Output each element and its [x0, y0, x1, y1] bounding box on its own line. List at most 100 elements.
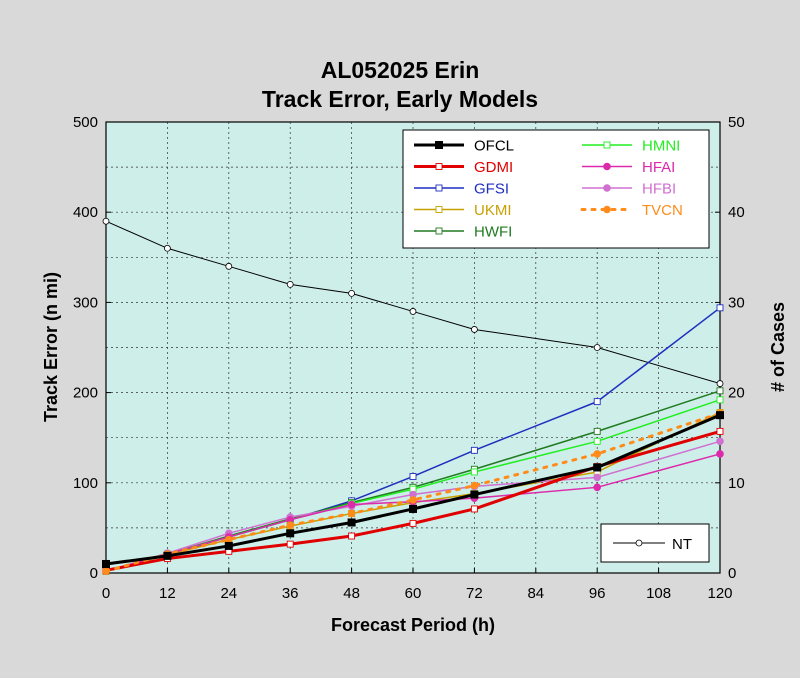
- series-gfsi-point: [409, 473, 417, 480]
- series-gfsi-point: [716, 304, 724, 312]
- x-axis-label: Forecast Period (h): [331, 615, 495, 635]
- series-gdmi-point: [409, 519, 417, 527]
- series-ofcl-point: [224, 541, 233, 550]
- x-tick-label: 84: [527, 585, 544, 602]
- x-tick-label: 36: [282, 585, 299, 602]
- series-tvcn-point: [347, 509, 356, 518]
- y2-tick-label: 0: [728, 565, 736, 582]
- y-tick-label: 500: [73, 114, 98, 131]
- series-tvcn-point: [409, 496, 417, 504]
- legend-tvcn-label: TVCN: [642, 202, 683, 219]
- series-tvcn-point: [225, 535, 233, 544]
- y-tick-label: 200: [73, 385, 98, 402]
- x-tick-label: 72: [466, 585, 483, 602]
- cases-legend-marker: [635, 539, 643, 547]
- series-hfai-point: [716, 450, 724, 458]
- legend-ofcl-marker: [435, 141, 443, 149]
- legend-gdmi-marker: [435, 163, 443, 170]
- legend-hfai-label: HFAI: [642, 159, 675, 176]
- cases-legend: NT: [600, 523, 710, 563]
- series-nt-point: [286, 280, 294, 288]
- series-ofcl-point: [102, 559, 110, 568]
- series-nt-point: [716, 380, 724, 387]
- series-ofcl: [102, 411, 724, 568]
- legend-gdmi-label: GDMI: [474, 159, 513, 176]
- y2-axis-label: # of Cases: [768, 302, 788, 392]
- legend-hwfi-label: HWFI: [474, 224, 512, 241]
- y-tick-label: 100: [73, 475, 98, 492]
- series-hmni-point: [716, 396, 724, 404]
- legend-gdmi: GDMI: [414, 159, 513, 176]
- legend-hfbi: HFBI: [582, 181, 676, 198]
- legend-ofcl-label: OFCL: [474, 138, 514, 155]
- legend-ofcl: OFCL: [414, 138, 514, 155]
- series-nt-point: [348, 289, 356, 297]
- series-nt-point: [163, 244, 171, 252]
- series-tvcn-point: [470, 481, 479, 490]
- y-tick-label: 300: [73, 294, 98, 311]
- series-layer: [102, 217, 724, 575]
- series-ofcl-point: [163, 551, 172, 560]
- legend-hmni-label: HMNI: [642, 138, 680, 155]
- y2-tick-label: 30: [728, 294, 745, 311]
- legend-hwfi-marker: [435, 227, 443, 235]
- x-tick-label: 120: [707, 585, 732, 602]
- series-gdmi-point: [716, 427, 724, 435]
- cases-legend-label: NT: [672, 536, 692, 553]
- legend-items: OFCL GDMI GFSI UKMI HWFI HMNI HFAI HFBI TVCN: [414, 138, 683, 241]
- legend-hwfi: HWFI: [414, 224, 512, 241]
- x-tick-label: 12: [159, 585, 176, 602]
- series-hfbi-point: [593, 473, 602, 482]
- series-nt-point: [470, 326, 478, 333]
- x-tick-label: 60: [405, 585, 422, 602]
- legend-hmni: HMNI: [582, 138, 680, 155]
- series-hfai-point: [347, 500, 356, 509]
- series-gdmi-point: [348, 532, 356, 540]
- series-ofcl-point: [409, 504, 417, 513]
- series-gfsi-point: [470, 446, 478, 454]
- x-tick-label: 0: [102, 585, 110, 602]
- series-tvcn-point: [286, 521, 295, 529]
- series-hfai-point: [593, 483, 602, 492]
- series-hwfi-point: [593, 427, 601, 435]
- series-ofcl-point: [593, 463, 602, 472]
- tick-labels: 0 12 24 36 48 60 72 84 96 108 120 0 100 200 300 400 500 0…: [73, 114, 745, 602]
- x-tick-label: 108: [646, 585, 671, 602]
- series-nt-point: [593, 344, 601, 351]
- y-axis-label: Track Error (n mi): [41, 272, 61, 422]
- series-hfbi-point: [716, 437, 724, 446]
- series-nt: [102, 217, 724, 387]
- series-tvcn-point: [102, 567, 110, 575]
- legend-gfsi-label: GFSI: [474, 181, 509, 198]
- legend-hfai-marker: [603, 162, 611, 171]
- legend-hfbi-marker: [603, 184, 611, 192]
- series-gdmi-point: [286, 540, 294, 548]
- y2-tick-label: 40: [728, 204, 745, 221]
- series-ofcl-point: [347, 518, 356, 527]
- series-nt-point: [225, 262, 233, 270]
- y2-tick-label: 20: [728, 385, 745, 402]
- series-ofcl-point: [716, 411, 724, 420]
- series-nt-point: [409, 308, 417, 315]
- chart-subtitle: Track Error, Early Models: [262, 86, 538, 112]
- x-tick-label: 24: [220, 585, 237, 602]
- series-gfsi-point: [593, 398, 601, 406]
- legend: OFCL GDMI GFSI UKMI HWFI HMNI HFAI HFBI TVCN: [402, 129, 710, 249]
- series-nt-point: [102, 217, 110, 225]
- y2-tick-label: 10: [728, 475, 745, 492]
- y2-tick-label: 50: [728, 114, 745, 131]
- series-ofcl-point: [286, 529, 295, 538]
- legend-ukmi-label: UKMI: [474, 202, 512, 219]
- legend-ukmi-marker: [435, 206, 443, 213]
- legend-gfsi-marker: [435, 184, 443, 192]
- series-gdmi-point: [470, 505, 478, 513]
- y-tick-label: 0: [90, 565, 98, 582]
- x-tick-label: 48: [343, 585, 360, 602]
- x-tick-label: 96: [589, 585, 606, 602]
- legend-box: [402, 129, 710, 249]
- legend-tvcn: TVCN: [580, 202, 683, 219]
- legend-gfsi: GFSI: [414, 181, 509, 198]
- legend-hfai: HFAI: [582, 159, 675, 176]
- legend-tvcn-marker: [603, 205, 611, 214]
